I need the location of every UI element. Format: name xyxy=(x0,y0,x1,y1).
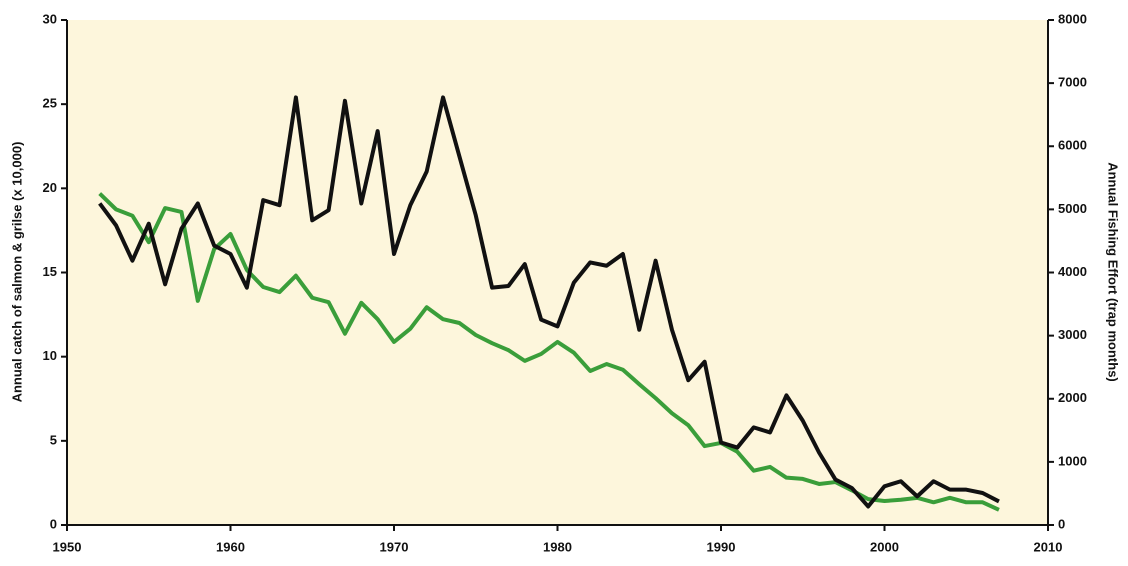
y2-tick-label: 6000 xyxy=(1058,138,1087,153)
y2-tick-label: 8000 xyxy=(1058,11,1087,26)
y2-tick-label: 1000 xyxy=(1058,453,1087,468)
y-tick-label: 0 xyxy=(50,516,57,531)
x-tick-label: 1980 xyxy=(543,539,572,554)
y-tick-label: 20 xyxy=(43,180,57,195)
y-tick-label: 10 xyxy=(43,348,57,363)
x-tick-label: 1960 xyxy=(216,539,245,554)
y-tick-label: 15 xyxy=(43,264,57,279)
y-tick-label: 25 xyxy=(43,96,57,111)
x-tick-label: 1970 xyxy=(380,539,409,554)
x-tick-label: 2000 xyxy=(870,539,899,554)
y-tick-label: 5 xyxy=(50,432,57,447)
x-tick-label: 1990 xyxy=(707,539,736,554)
x-tick-label: 2010 xyxy=(1034,539,1063,554)
y2-tick-label: 7000 xyxy=(1058,75,1087,90)
y2-tick-label: 0 xyxy=(1058,516,1065,531)
data-line xyxy=(98,95,1000,509)
x-tick-label: 1950 xyxy=(53,539,82,554)
y2-tick-label: 4000 xyxy=(1058,264,1087,279)
y2-axis-label: Annual Fishing Effort (trap months) xyxy=(1106,162,1121,382)
y-axis-label: Annual catch of salmon & grilse (x 10,00… xyxy=(9,142,24,403)
y2-tick-label: 2000 xyxy=(1058,390,1087,405)
y2-tick-label: 3000 xyxy=(1058,327,1087,342)
y2-tick-label: 5000 xyxy=(1058,201,1087,216)
plot-background xyxy=(67,20,1048,525)
y-tick-label: 30 xyxy=(43,11,57,26)
